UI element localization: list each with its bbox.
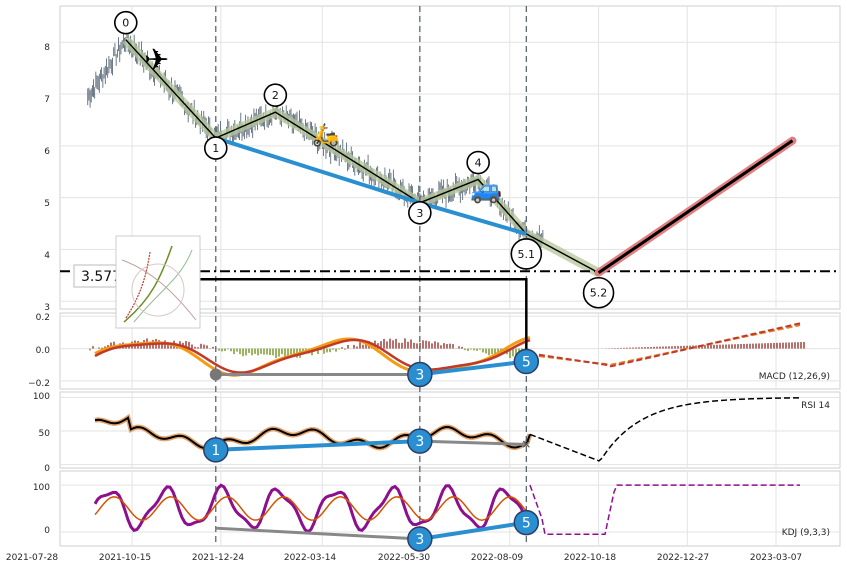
divergence-dot — [209, 368, 222, 381]
macd-y-tick: 0.0 — [36, 346, 51, 356]
price-y-tick: 5 — [44, 199, 50, 209]
trend-line — [215, 439, 420, 452]
scooter-icon: 🛵 — [312, 122, 339, 148]
price-y-tick: 3 — [44, 303, 50, 313]
kdj-label: KDJ (9,3,3) — [782, 528, 830, 538]
kdj-k-line — [94, 496, 531, 521]
signal-forecast — [529, 322, 801, 368]
divergence-badge-label: 3 — [415, 434, 424, 450]
wave-label-circle — [263, 83, 288, 107]
airplane-icon: ✈ — [144, 43, 169, 78]
kdj-forecast — [529, 484, 800, 536]
connector-line — [200, 277, 528, 362]
divergence-badge-label: 3 — [415, 367, 424, 383]
wave-label-circle — [408, 201, 432, 225]
kdj-y-tick: 100 — [33, 483, 50, 493]
wave-label: 5.2 — [590, 287, 608, 300]
macd-y-tick: 0.2 — [36, 313, 50, 323]
x-tick-label: 2021-12-24 — [192, 553, 245, 563]
wave-label: 0 — [122, 17, 129, 30]
wave-label: 1 — [212, 142, 219, 155]
wave-label: 3 — [416, 207, 423, 220]
divergence-badge — [513, 509, 540, 536]
rsi-label: RSI 14 — [801, 401, 830, 411]
signal-line — [94, 338, 531, 374]
divergence-badge — [203, 437, 229, 463]
price-y-tick: 8 — [44, 43, 50, 53]
wave-label-circle — [113, 10, 138, 35]
x-tick-label: 2021-07-28 — [6, 553, 59, 563]
divergence-badge-label: 3 — [415, 532, 424, 548]
divergence-badge — [407, 361, 433, 388]
rsi-y-tick: 50 — [39, 429, 51, 439]
wave-label: 4 — [475, 157, 482, 170]
trend-line — [419, 520, 527, 541]
divergence-badge-label: 5 — [522, 355, 531, 371]
divergence-badge-label: 5 — [522, 516, 531, 532]
rsi-line — [94, 416, 531, 450]
wave-label-circle — [582, 276, 615, 309]
x-tick-label: 2022-12-27 — [657, 553, 709, 563]
macd-y-tick: −0.2 — [28, 379, 50, 389]
x-tick-label: 2021-10-15 — [99, 553, 151, 563]
wave-label: 2 — [272, 89, 279, 102]
rsi-y-tick: 100 — [33, 392, 50, 402]
x-tick-label: 2022-08-09 — [471, 553, 524, 563]
divergence-gray — [419, 439, 527, 446]
wave-label-circle — [510, 238, 543, 270]
price-y-tick: 4 — [44, 251, 50, 261]
support-level-label: 3.577 — [81, 269, 121, 285]
divergence-gray — [215, 526, 420, 541]
divergence-badge — [407, 428, 433, 454]
x-tick-label: 2022-05-30 — [378, 553, 431, 563]
cross-marker: ✕ — [521, 437, 531, 451]
wave-label-circle — [203, 136, 228, 160]
wave-label-circle — [466, 150, 490, 175]
wave-labels: 0 1 2 3 4 5.1 5.2 3 5 1 3 3 5 ✕ — [113, 10, 615, 552]
trend-line — [215, 136, 421, 205]
car-icon: 🚙 — [470, 175, 502, 205]
rsi-forecast — [529, 397, 801, 462]
x-tick-label: 2022-03-14 — [284, 553, 337, 563]
inset-thumbnail — [115, 235, 201, 329]
divergence-badge — [407, 526, 433, 552]
price-y-tick: 6 — [44, 147, 50, 157]
marker-layer — [60, 6, 840, 546]
wave-label: 5.1 — [518, 248, 536, 261]
x-tick-label: 2023-03-07 — [750, 553, 802, 563]
forecast-line — [597, 139, 794, 274]
trend-line — [419, 359, 527, 377]
macd-label: MACD (12,26,9) — [759, 372, 830, 382]
divergence-badge — [513, 348, 540, 375]
divergence-badge-label: 1 — [211, 443, 220, 459]
x-tick-label: 2022-10-18 — [564, 553, 617, 563]
price-y-tick: 7 — [44, 95, 50, 105]
rsi-y-tick: 0 — [44, 464, 50, 474]
kdj-y-tick: 0 — [44, 526, 50, 536]
trend-line — [419, 200, 527, 236]
kdj-j-line — [93, 483, 532, 534]
